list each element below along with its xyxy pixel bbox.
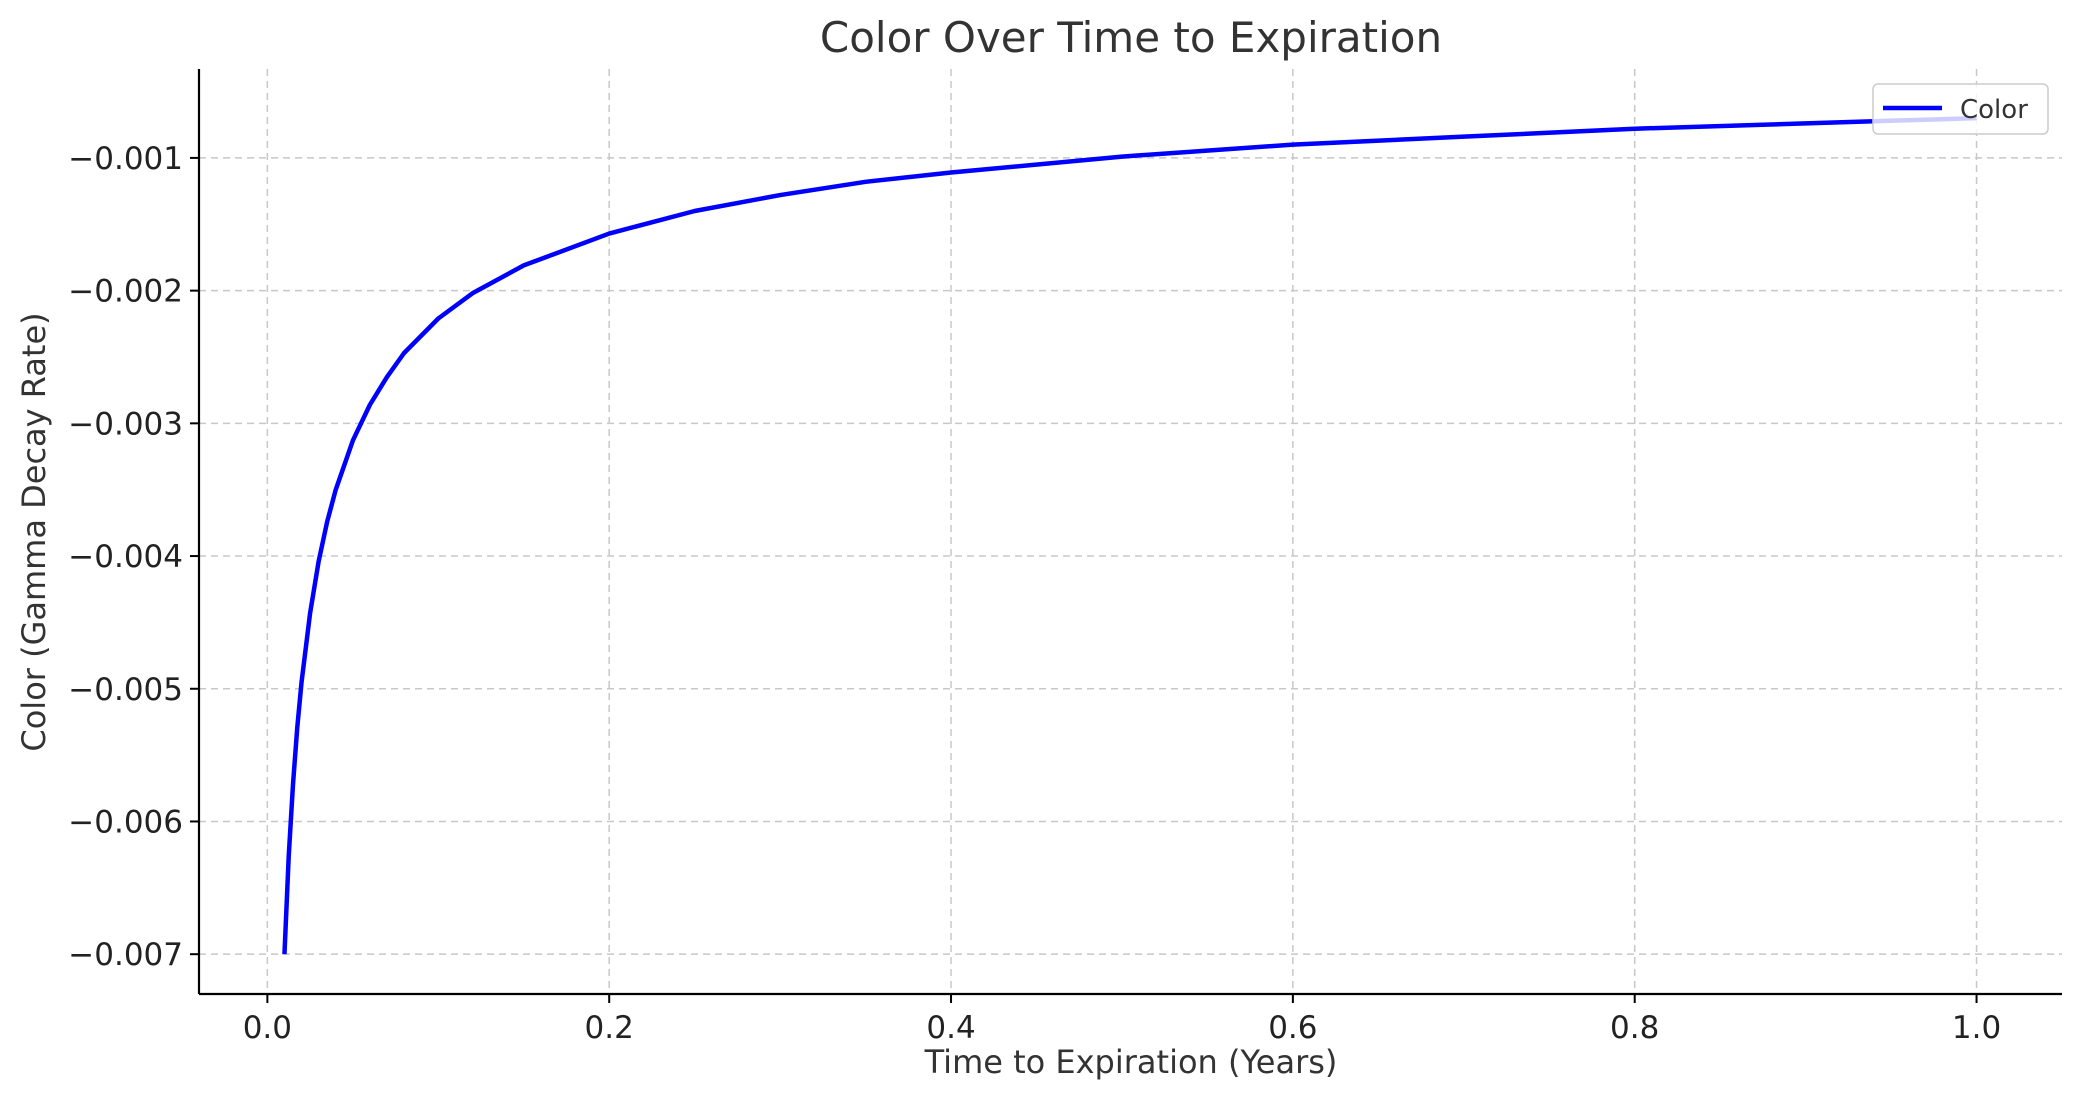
series-layer (282, 115, 1977, 955)
series-line-color (282, 115, 1977, 955)
x-tick-label: 0.0 (243, 1010, 292, 1046)
y-tick-label: −0.002 (68, 274, 183, 310)
y-tick-label: −0.007 (68, 937, 183, 973)
y-tick-label: −0.001 (68, 141, 183, 177)
x-tick-label: 0.6 (1268, 1010, 1317, 1046)
legend: Color (1872, 83, 2049, 135)
x-tick-label: 0.8 (1610, 1010, 1659, 1046)
legend-label-color: Color (1960, 95, 2028, 125)
legend-box (1872, 83, 2049, 135)
chart-title: Color Over Time to Expiration (820, 13, 1442, 62)
y-tick-label: −0.006 (68, 804, 183, 840)
tick-labels: 0.0 0.2 0.4 0.6 0.8 1.0 −0.007 −0.006 −0.005 −0.0… (68, 141, 2001, 1046)
grid-lines (199, 69, 2062, 994)
x-tick-label: 0.4 (926, 1010, 975, 1046)
y-tick-label: −0.005 (68, 672, 183, 708)
y-axis-label: Color (Gamma Decay Rate) (15, 312, 53, 751)
x-tick-label: 1.0 (1952, 1010, 2001, 1046)
y-tick-label: −0.003 (68, 406, 183, 442)
x-axis-label: Time to Expiration (Years) (924, 1043, 1338, 1081)
y-tick-label: −0.004 (68, 539, 183, 575)
x-tick-label: 0.2 (585, 1010, 634, 1046)
axes (197, 69, 2062, 996)
